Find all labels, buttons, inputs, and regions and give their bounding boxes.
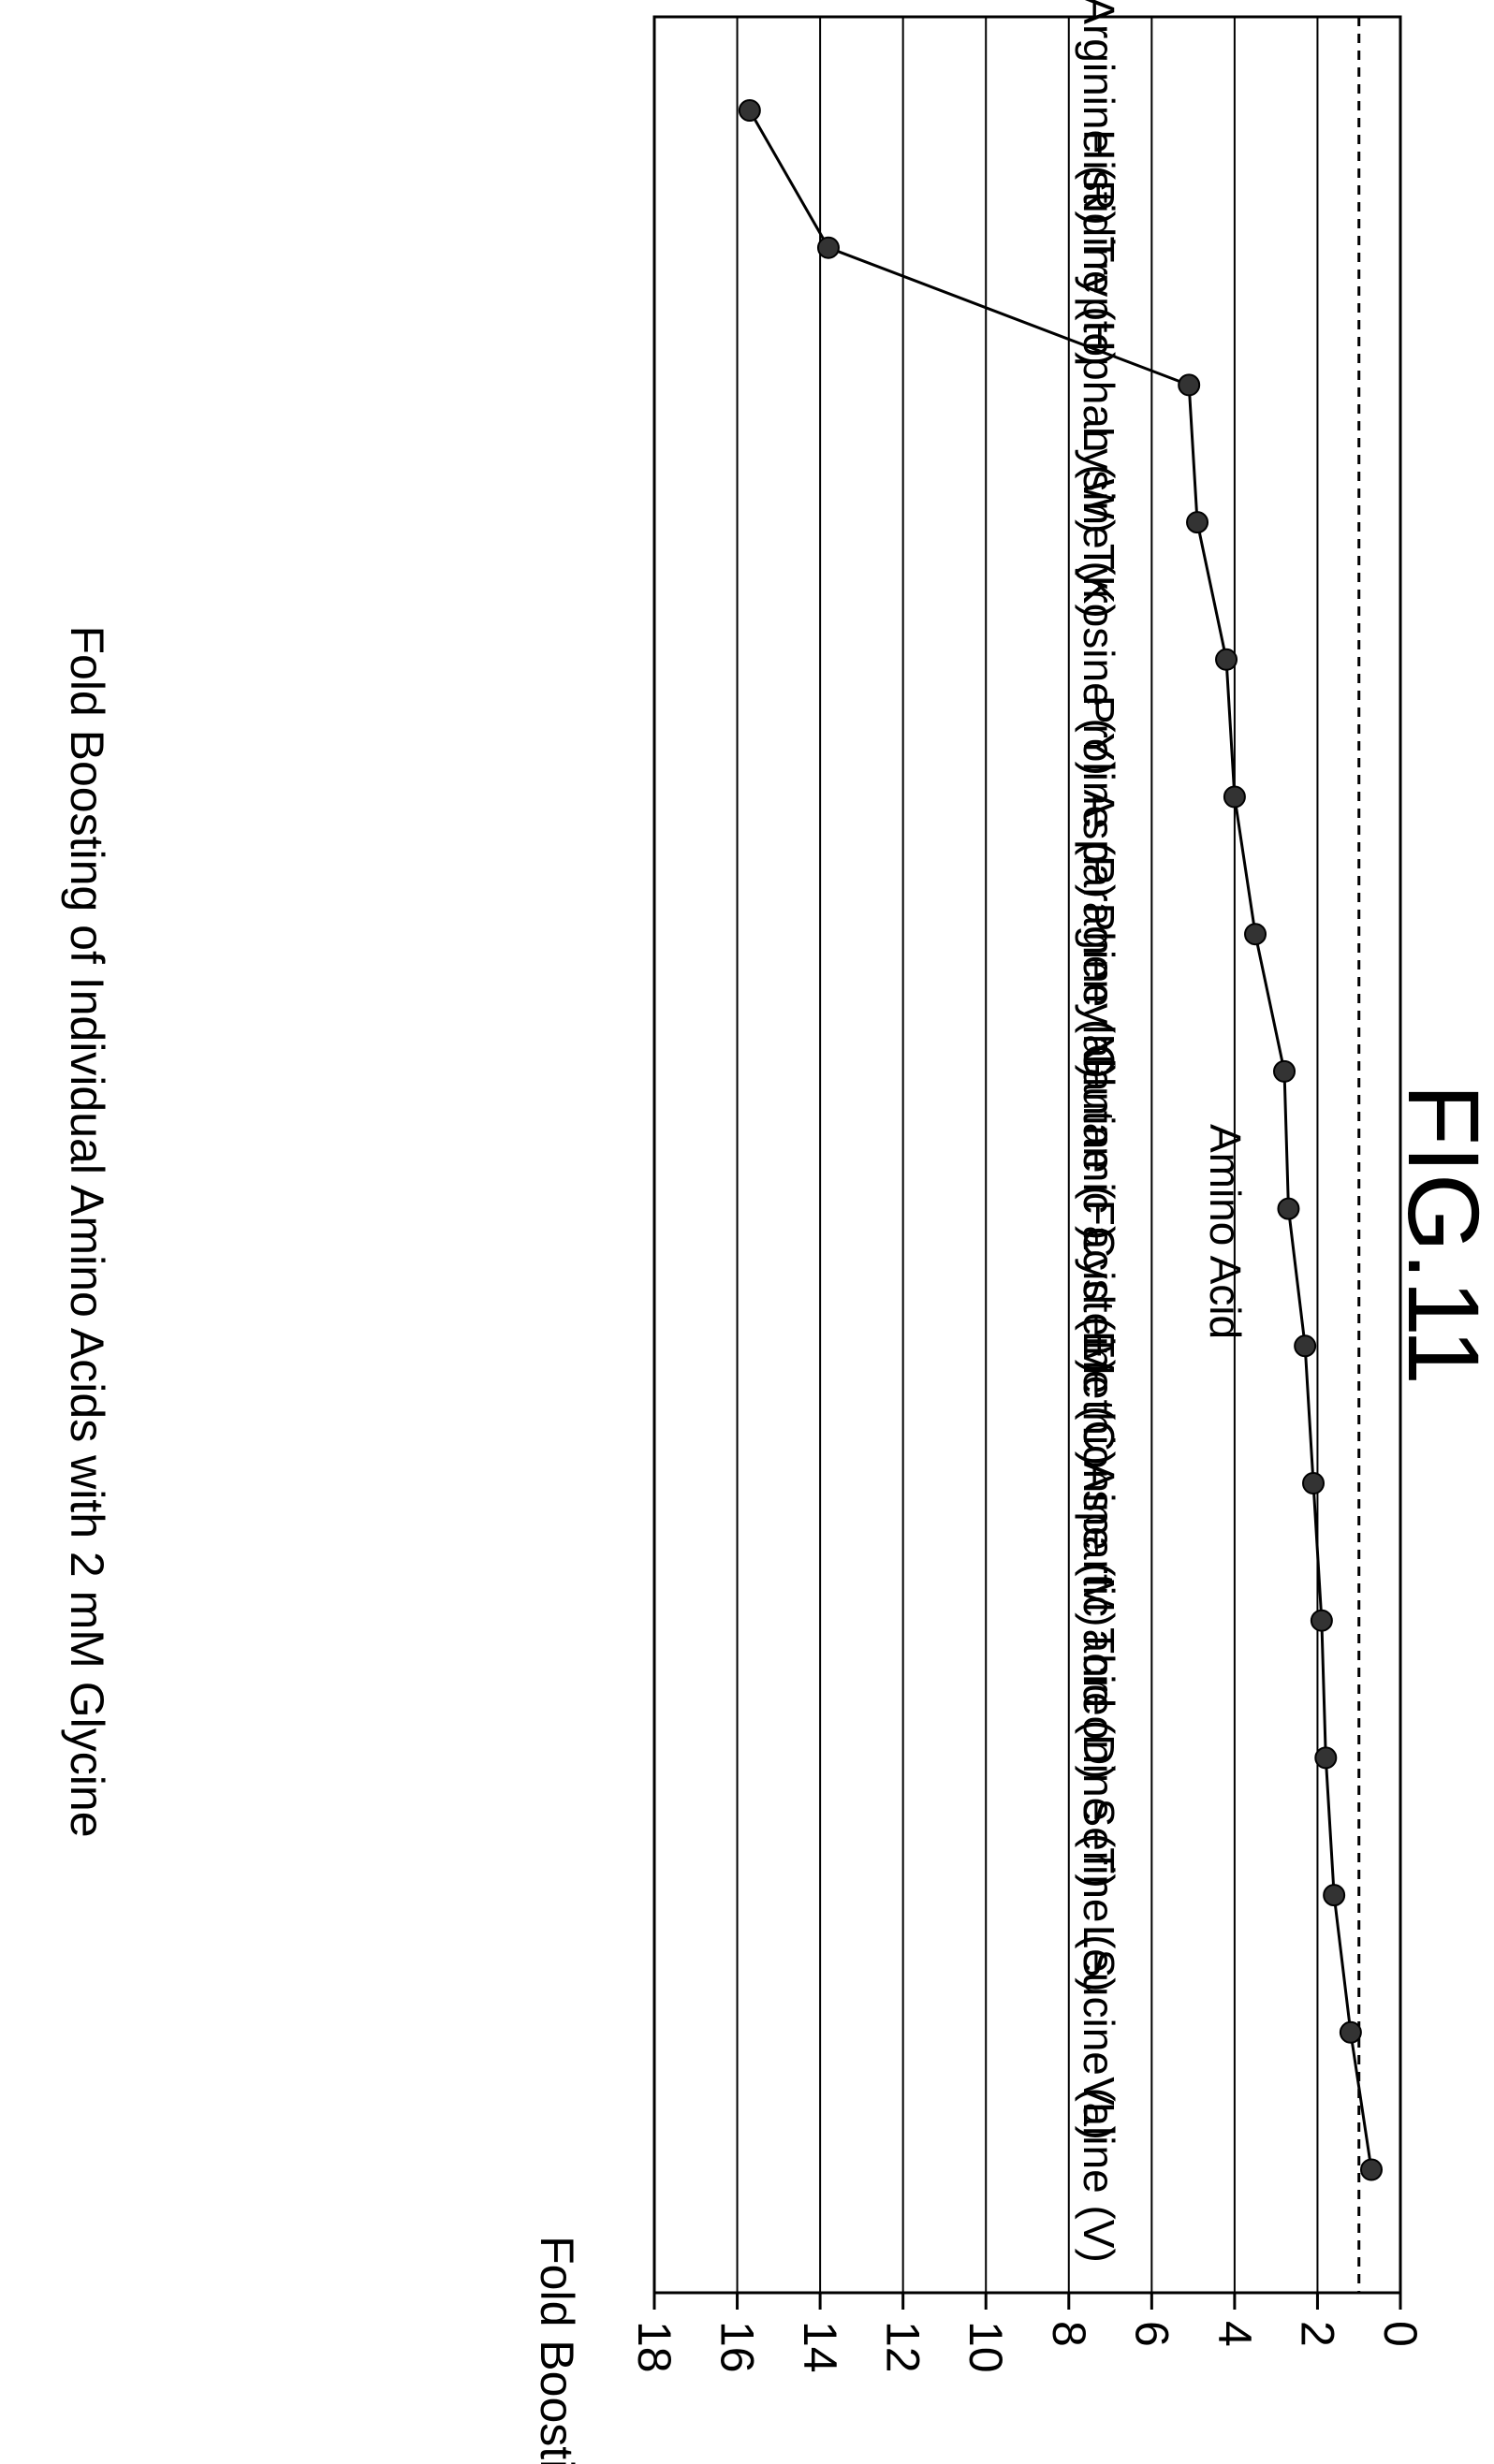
data-point <box>1294 1334 1317 1358</box>
data-point <box>738 99 761 122</box>
figure-label: FIG.11 <box>1387 1084 1494 1385</box>
data-point <box>1310 1609 1333 1632</box>
series-line <box>738 99 1384 2181</box>
x-tick-label: Phenylalanine (F) <box>1075 903 1123 1241</box>
data-point <box>1223 785 1246 809</box>
x-tick-label: Lysine (K) <box>1075 426 1123 618</box>
series-path <box>748 109 1373 2170</box>
data-point <box>1360 2158 1384 2181</box>
data-point <box>1215 648 1238 671</box>
y-tick-label: 8 <box>1043 2321 1095 2347</box>
data-point <box>1339 2020 1362 2044</box>
data-point <box>816 236 840 259</box>
x-tick-label: Cysteine (C) <box>1075 1226 1123 1465</box>
y-tick-label: 0 <box>1374 2321 1427 2347</box>
x-tick-label: Valine (V) <box>1075 2077 1123 2263</box>
x-tick-label: Serine (S) <box>1075 1799 1123 1992</box>
data-point <box>1244 923 1267 946</box>
chart: Fold Boosting of Individual Amino Acids … <box>61 0 1494 2464</box>
y-tick-label: 16 <box>711 2321 764 2373</box>
y-tick-label: 2 <box>1291 2321 1343 2347</box>
data-point <box>1277 1197 1300 1220</box>
y-tick-label: 18 <box>628 2321 681 2373</box>
y-tick-label: 6 <box>1125 2321 1178 2347</box>
data-point <box>1314 1746 1338 1770</box>
chart-title: Fold Boosting of Individual Amino Acids … <box>61 625 113 1837</box>
x-tick-label: Tyrosine (Y) <box>1075 544 1123 776</box>
y-axis-ticks: 0 2 4 6 8 10 12 14 16 18 <box>628 2293 1427 2373</box>
plot-frame <box>652 15 1402 2295</box>
x-tick-label: Proline (P) <box>1075 695 1123 898</box>
grid-lines <box>736 17 1319 2293</box>
x-tick-label: Leucine (L) <box>1075 1925 1123 2140</box>
y-tick-label: 10 <box>959 2321 1012 2373</box>
x-tick-label: Threonine (T) <box>1075 1627 1123 1888</box>
data-point <box>1273 1059 1296 1083</box>
x-tick-label: Arginine (R) <box>1075 0 1123 226</box>
data-point <box>1178 373 1201 397</box>
data-point <box>1186 511 1209 534</box>
x-tick-label: Methionine (M) <box>1075 1340 1123 1627</box>
y-tick-label: 4 <box>1208 2321 1261 2347</box>
y-tick-label: 12 <box>877 2321 930 2373</box>
y-axis-title: Fold Boosting <box>531 2236 583 2464</box>
data-point <box>1302 1472 1326 1494</box>
y-tick-label: 14 <box>794 2321 846 2373</box>
data-point <box>1323 1884 1346 1907</box>
x-tick-label: Glutamic acid (E) <box>1075 1043 1123 1374</box>
x-axis-labels: Arginine (R)Histidine (H)Tryptophan (W)L… <box>1075 0 1123 2263</box>
x-tick-label: Histidine (H) <box>1075 129 1123 366</box>
x-tick-label: Tryptophan (W) <box>1075 236 1123 533</box>
x-tick-label: Aspartic acid (D) <box>1075 1462 1123 1780</box>
x-axis-title: Amino Acid <box>1201 1124 1250 1339</box>
x-tick-label: Asparagine (N) <box>1075 790 1123 1079</box>
